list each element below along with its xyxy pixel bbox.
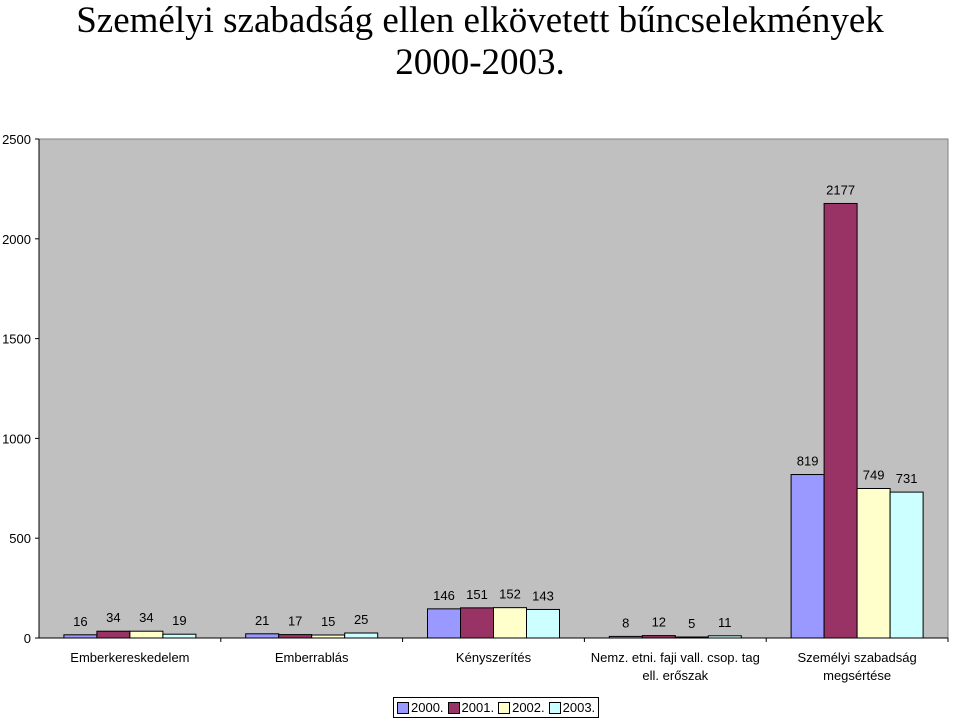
bar — [460, 607, 494, 639]
bar — [162, 633, 197, 639]
x-category-label: ell. erőszak — [642, 668, 708, 683]
y-tick-label: 1000 — [2, 431, 31, 446]
bar — [344, 632, 379, 639]
data-label: 2177 — [826, 182, 855, 197]
legend-item: 2003. — [548, 700, 596, 715]
x-category-label: Kényszerítés — [456, 650, 532, 665]
data-label: 8 — [622, 615, 629, 630]
data-label: 151 — [466, 587, 488, 602]
legend-label: 2001. — [461, 700, 495, 715]
x-category-label: Emberkereskedelem — [70, 650, 189, 665]
bar — [707, 635, 742, 639]
bar — [889, 491, 924, 639]
bar — [790, 474, 825, 639]
bar — [856, 487, 891, 639]
x-category-label: megsértése — [823, 668, 891, 683]
data-label: 152 — [499, 587, 521, 602]
x-category-label: Nemz. etni. faji vall. csop. tag — [591, 650, 760, 665]
chart-title-line-2: 2000-2003. — [395, 42, 565, 83]
bar — [526, 608, 560, 639]
y-tick-label: 2500 — [2, 132, 31, 147]
y-tick-label: 1500 — [2, 332, 31, 347]
bar — [96, 630, 131, 639]
bar — [823, 202, 858, 639]
data-label: 34 — [106, 610, 120, 625]
chart-title-line-1: Személyi szabadság ellen elkövetett bűnc… — [76, 0, 884, 41]
legend-label: 2003. — [562, 700, 596, 715]
bar — [608, 635, 643, 639]
bar — [278, 634, 313, 639]
legend-label: 2000. — [411, 700, 444, 715]
data-label: 15 — [321, 614, 335, 629]
legend-swatch — [548, 701, 561, 714]
data-label: 17 — [288, 614, 302, 629]
bar — [63, 634, 98, 639]
legend-item: 2001. — [447, 700, 495, 715]
data-label: 12 — [652, 615, 666, 630]
data-label: 731 — [896, 471, 918, 486]
data-label: 819 — [797, 454, 819, 469]
x-category-label: Személyi szabadság — [797, 650, 916, 665]
bar — [311, 634, 346, 639]
legend-swatch — [498, 701, 511, 714]
data-label: 749 — [863, 467, 885, 482]
data-label: 21 — [255, 613, 269, 628]
y-tick-label: 500 — [9, 531, 31, 546]
bar — [427, 608, 461, 639]
data-label: 19 — [172, 613, 186, 628]
legend-item: 2002. — [498, 700, 545, 715]
data-label: 146 — [433, 588, 455, 603]
chart-legend: 2000. 2001. 2002. 2003. — [393, 697, 600, 718]
x-category-label: Emberrablás — [275, 650, 349, 665]
bar — [674, 636, 709, 639]
legend-swatch — [397, 701, 409, 714]
data-label: 16 — [73, 614, 87, 629]
y-tick-label: 2000 — [2, 232, 31, 247]
bar — [641, 635, 676, 639]
chart-title: Személyi szabadság ellen elkövetett bűnc… — [0, 0, 960, 84]
data-label: 34 — [139, 610, 153, 625]
bar — [129, 630, 164, 639]
legend-swatch — [447, 701, 460, 714]
legend-item: 2000. — [397, 700, 444, 715]
data-label: 5 — [688, 616, 695, 631]
y-tick-label: 0 — [24, 631, 31, 646]
bar — [245, 633, 280, 639]
data-label: 25 — [354, 612, 368, 627]
legend-label: 2002. — [512, 700, 545, 715]
data-label: 143 — [532, 588, 554, 603]
bar — [493, 607, 527, 639]
data-label: 11 — [718, 615, 732, 630]
